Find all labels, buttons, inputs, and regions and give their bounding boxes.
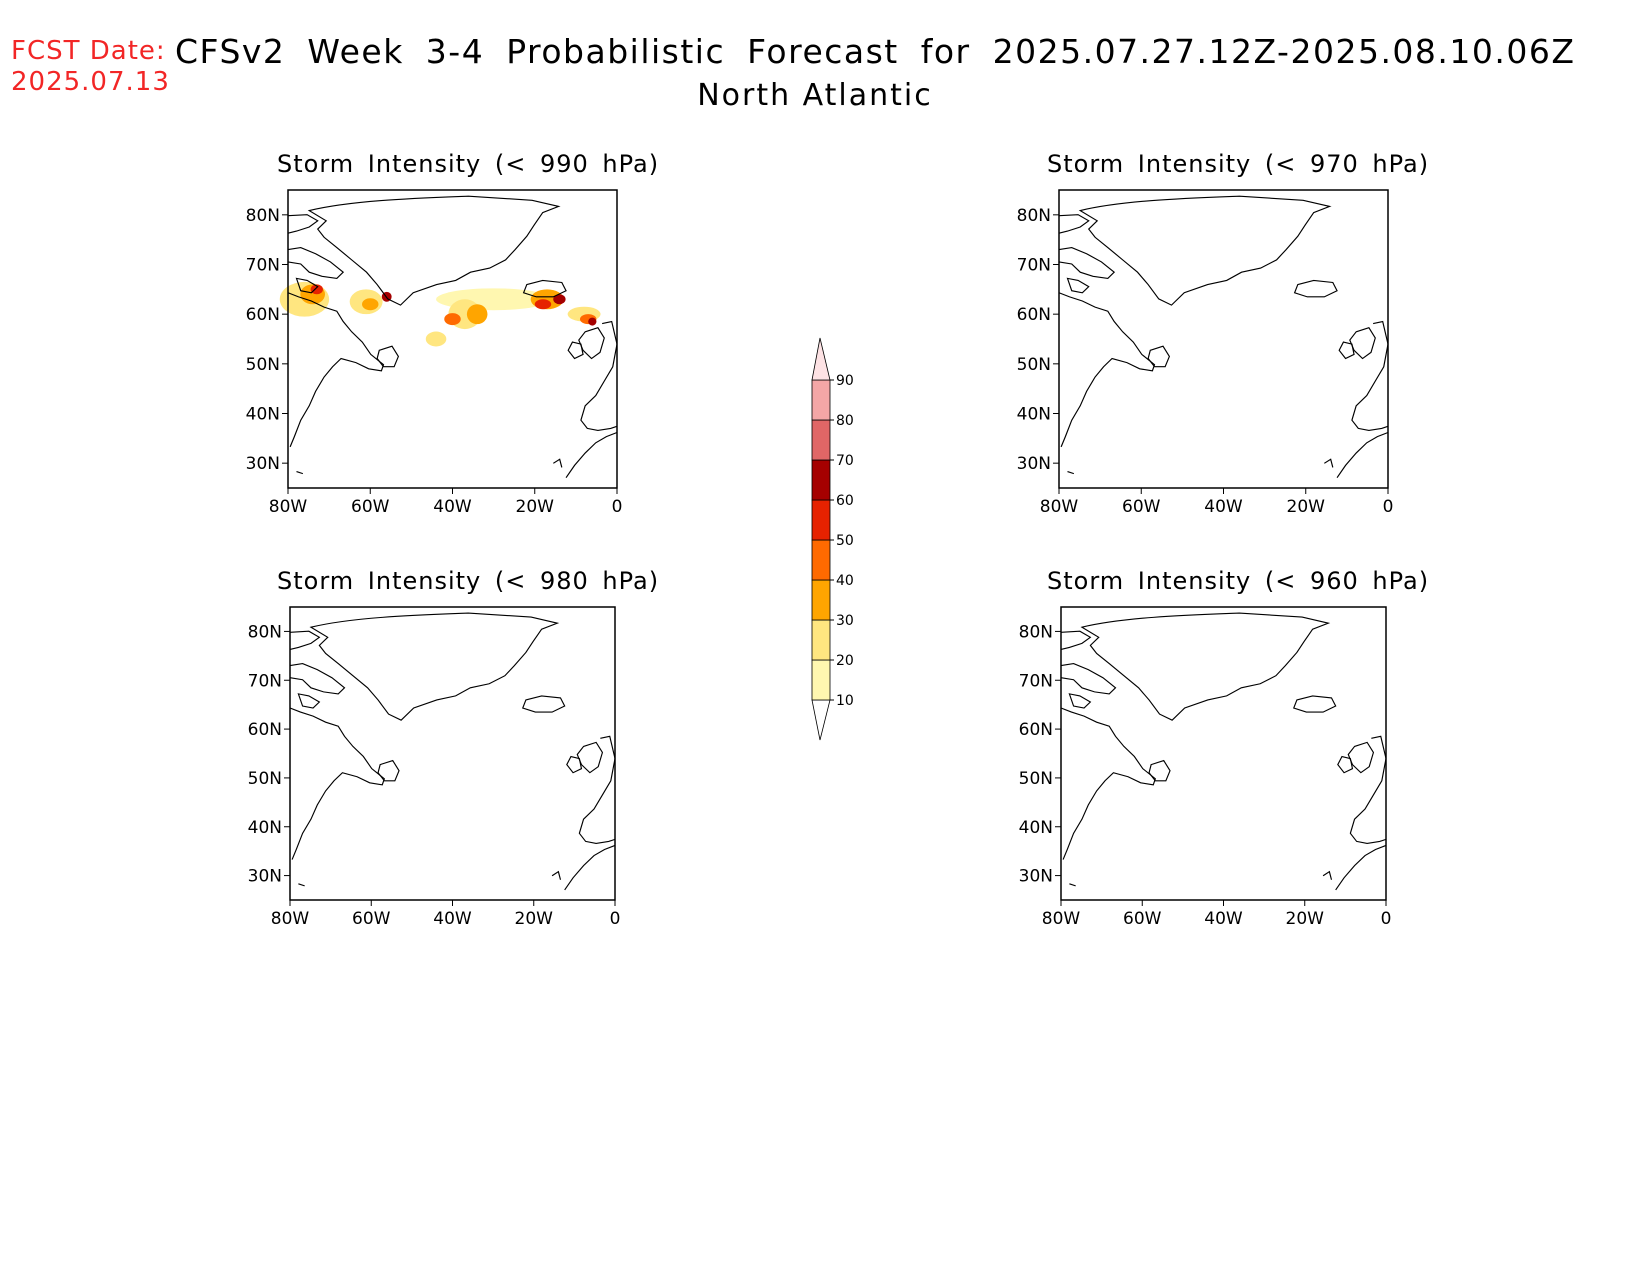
colorbar-label: 10 [836, 693, 854, 709]
colorbar-segment [811, 499, 831, 541]
lat-tick-label: 80N [246, 206, 280, 226]
map-frame [1058, 189, 1389, 489]
colorbar-label: 70 [836, 453, 854, 469]
colorbar-label: 60 [836, 493, 854, 509]
lon-tick-label: 20W [516, 497, 555, 517]
forecast-date-value: 2025.07.13 [11, 67, 170, 97]
lon-tick-label: 0 [610, 909, 621, 929]
probability-area [310, 284, 323, 295]
colorbar-segment [811, 659, 831, 701]
lon-tick-label: 60W [352, 909, 391, 929]
colorbar: 10 20 30 40 50 60 70 80 90 [811, 337, 854, 741]
lat-tick-label: 30N [248, 867, 282, 887]
lon-tick-label: 0 [612, 497, 623, 517]
colorbar-min-extension [811, 699, 831, 741]
map-frame [287, 189, 618, 489]
lon-tick-label: 80W [269, 497, 308, 517]
forecast-date-label: FCST Date: [11, 36, 166, 66]
panel-title: Storm Intensity (< 990 hPa) [277, 150, 660, 178]
colorbar-segment [811, 579, 831, 621]
map-panel-0: 80N 70N 60N 50N 40N 30N 80W 60W 40W 20W 0 [246, 189, 623, 517]
lat-tick-label: 80N [248, 622, 282, 642]
lon-tick-label: 20W [1287, 497, 1326, 517]
colorbar-label: 80 [836, 413, 854, 429]
page-title: CFSv2 Week 3-4 Probabilistic Forecast fo… [175, 32, 1576, 71]
colorbar-segment [811, 379, 831, 421]
probability-area [362, 298, 379, 311]
coastline [289, 612, 616, 891]
lat-tick-label: 70N [246, 256, 280, 276]
lon-tick-label: 80W [1040, 497, 1079, 517]
colorbar-segment [811, 419, 831, 461]
lat-tick-label: 50N [248, 769, 282, 789]
lat-tick-label: 70N [248, 671, 282, 691]
panel-title: Storm Intensity (< 980 hPa) [277, 567, 660, 595]
lon-tick-label: 60W [351, 497, 390, 517]
lon-tick-label: 80W [1042, 909, 1081, 929]
probability-area [444, 313, 461, 326]
lon-tick-label: 40W [433, 497, 472, 517]
lon-tick-label: 40W [1204, 497, 1243, 517]
lon-tick-label: 40W [433, 909, 472, 929]
coastline [1058, 195, 1389, 479]
probability-area [466, 304, 488, 325]
lat-tick-label: 60N [248, 720, 282, 740]
map-panel-3: 80N 70N 60N 50N 40N 30N 80W 60W 40W 20W 0 [1019, 606, 1392, 929]
colorbar-label: 40 [836, 573, 854, 589]
lon-tick-label: 0 [1383, 497, 1394, 517]
lat-tick-label: 70N [1017, 256, 1051, 276]
lon-tick-label: 20W [1286, 909, 1325, 929]
lat-tick-label: 50N [1019, 769, 1053, 789]
lat-tick-label: 50N [246, 355, 280, 375]
lon-tick-label: 60W [1122, 497, 1161, 517]
colorbar-segment [811, 539, 831, 581]
lon-tick-label: 60W [1123, 909, 1162, 929]
lon-tick-label: 20W [515, 909, 554, 929]
coastline [1060, 612, 1387, 891]
colorbar-segment [811, 459, 831, 501]
lat-tick-label: 40N [246, 405, 280, 425]
colorbar-label: 90 [836, 373, 854, 389]
map-frame [289, 606, 616, 901]
lon-tick-label: 40W [1204, 909, 1243, 929]
map-frame [1060, 606, 1387, 901]
lat-tick-label: 30N [1017, 454, 1051, 474]
probability-area [534, 299, 552, 310]
lat-tick-label: 40N [1019, 818, 1053, 838]
lat-tick-label: 50N [1017, 355, 1051, 375]
colorbar-label: 20 [836, 653, 854, 669]
lon-tick-label: 80W [271, 909, 310, 929]
lon-tick-label: 0 [1381, 909, 1392, 929]
lat-tick-label: 40N [248, 818, 282, 838]
lat-tick-label: 60N [1019, 720, 1053, 740]
probability-area [425, 331, 447, 347]
colorbar-segment [811, 619, 831, 661]
colorbar-label: 50 [836, 533, 854, 549]
lat-tick-label: 40N [1017, 405, 1051, 425]
probability-area [553, 294, 566, 305]
lat-tick-label: 70N [1019, 671, 1053, 691]
colorbar-max-extension [811, 337, 831, 381]
region-subtitle: North Atlantic [697, 78, 933, 113]
lat-tick-label: 60N [246, 305, 280, 325]
probability-area [588, 317, 597, 326]
lat-tick-label: 30N [246, 454, 280, 474]
lat-tick-label: 30N [1019, 867, 1053, 887]
colorbar-label: 30 [836, 613, 854, 629]
lat-tick-label: 80N [1017, 206, 1051, 226]
lat-tick-label: 60N [1017, 305, 1051, 325]
lat-tick-label: 80N [1019, 622, 1053, 642]
panel-title: Storm Intensity (< 960 hPa) [1047, 567, 1430, 595]
map-panel-2: 80N 70N 60N 50N 40N 30N 80W 60W 40W 20W 0 [248, 606, 621, 929]
coastline [287, 195, 618, 479]
map-panel-1: 80N 70N 60N 50N 40N 30N 80W 60W 40W 20W 0 [1017, 189, 1394, 517]
panel-title: Storm Intensity (< 970 hPa) [1047, 150, 1430, 178]
